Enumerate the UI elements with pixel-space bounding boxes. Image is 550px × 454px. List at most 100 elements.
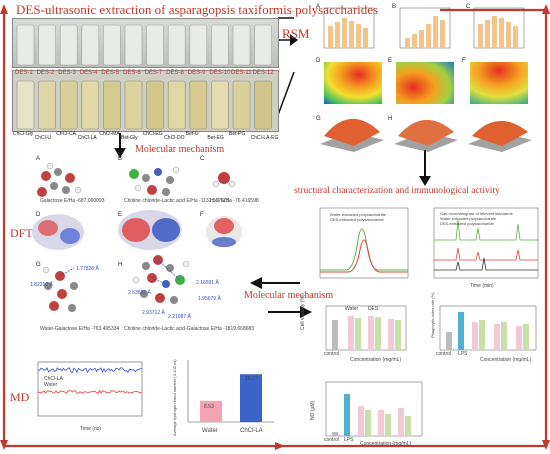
des-vial <box>167 80 186 130</box>
solvent-label: ChCl-CA <box>56 131 76 137</box>
des-label: DES-1 <box>15 70 33 76</box>
des-vials <box>16 80 272 130</box>
hbond-ylabel: Average hydrogen bond number (0-100 ns) <box>172 359 177 436</box>
hbond-xlabel-water: Water <box>202 428 218 434</box>
dft-letter-d: D <box>36 212 41 218</box>
molecular-mechanism-label-mid: Molecular mechanism <box>244 290 334 301</box>
clear-vial <box>211 24 229 66</box>
caption-galactose: Galactose E/Ha -687.060093 <box>40 198 105 204</box>
phagocytic-bars <box>446 312 529 350</box>
solvent-label: ChCl-U <box>34 135 51 141</box>
rsm-letter-e: E <box>388 58 393 64</box>
rsm-heatmap-f <box>470 62 528 104</box>
des-label: DES-7 <box>144 70 163 76</box>
clear-vial <box>38 24 56 66</box>
rsm-heatmap-e <box>396 62 454 104</box>
md-legend-chcl: ChCl-LA <box>44 376 63 382</box>
solvent-label-row: ChCl-Gly ChCl-U ChCl-CA ChCl-LA ChCl-MA Bet-G… <box>12 131 279 145</box>
viability-bars <box>332 316 401 350</box>
clear-vial <box>167 24 186 66</box>
des-vial <box>189 80 208 130</box>
water-molecule <box>212 172 236 188</box>
solvent-label: ChCl-LA-EG <box>250 135 279 141</box>
distance-b2: 2.16591 Å <box>196 280 219 286</box>
no-bars <box>332 394 411 436</box>
immuno-figure <box>325 305 537 437</box>
concentration-label-2: Concentration (mg/mL) <box>480 357 532 363</box>
rsm-letter-h: H <box>388 116 393 122</box>
distance-b5: 2.21087 Å <box>168 314 191 320</box>
des-vial <box>254 80 272 130</box>
molecular-mechanism-label-top: Molecular mechanism <box>135 144 225 155</box>
clear-vial <box>16 24 35 66</box>
distance-a1: 1.77828 Å <box>76 266 99 272</box>
chcl-la-molecule <box>129 166 180 196</box>
structural-label: structural characterization and immunolo… <box>294 186 500 196</box>
caption-water: H₂O E/Ha -76.416598 <box>210 198 259 204</box>
vial-photo-top <box>12 18 279 68</box>
label-control-1: control <box>324 351 340 357</box>
solvent-label: Bet-PG <box>229 131 246 137</box>
main-title: DES-ultrasonic extraction of asparagopsi… <box>16 2 379 17</box>
legend-water: Water <box>345 306 359 312</box>
des-vial <box>81 80 100 130</box>
solvent-label: ChCl-DO <box>164 135 185 141</box>
caption-water-galactose: Water-Galactose E/Ha -763.495334 <box>40 326 120 332</box>
label-control-2: control <box>436 351 452 357</box>
hbond-bar-chcl-la <box>240 374 262 422</box>
label-lps-1: LPS <box>458 351 468 357</box>
concentration-label-1: Concentration (mg/mL) <box>350 357 402 363</box>
clear-vial <box>59 24 78 66</box>
dft-letter-g: G <box>36 262 41 268</box>
md-label: MD <box>10 390 30 404</box>
des-vial <box>16 80 35 130</box>
solvent-label: Bet-U <box>185 131 199 137</box>
distance-b3: 1.95679 Å <box>198 296 221 302</box>
md-legend-water: Water <box>44 382 58 388</box>
rsm-letter-a: A <box>316 4 321 10</box>
dft-letter-f: F <box>200 212 204 218</box>
legend1-b: DES-extracted polysaccharide <box>330 217 384 222</box>
dft-letter-h: H <box>118 262 123 268</box>
des-label: DES-5 <box>101 70 120 76</box>
des-label: DES-10 <box>209 70 231 76</box>
rsm-letter-d: D <box>316 58 321 64</box>
clear-vial <box>232 24 251 66</box>
clear-vial <box>124 24 143 66</box>
galactose-molecule <box>37 162 82 197</box>
hbond-value-chcl: 19.27 <box>245 376 258 382</box>
hbond-bar-chart <box>187 360 274 423</box>
des-label: DES-8 <box>166 70 184 76</box>
dft-letter-a: A <box>36 156 41 162</box>
des-label: DES-2 <box>36 70 55 76</box>
clear-vial <box>103 24 121 66</box>
solvent-label: ChCl-EG <box>142 131 163 137</box>
vial-photo-bottom: DES-1 DES-2 DES-3 DES-4 DES-5 DES-6 DES-7 DES-8… <box>12 70 279 132</box>
legend2-c: DES-extracted polysaccharide <box>440 221 494 226</box>
clear-vial <box>81 24 100 66</box>
distance-a2: 1.82210 Å <box>30 282 53 288</box>
des-vial <box>146 80 164 130</box>
clear-vial <box>189 24 208 66</box>
hbond-value-water: 8.53 <box>204 404 214 410</box>
md-xlabel: Time (ns) <box>80 426 101 432</box>
rsm-surfaces <box>320 118 532 152</box>
caption-chcl-la: Choline chloride-Lactic acid E/Ha -1132.… <box>124 198 230 204</box>
rsm-label: RSM <box>282 26 310 41</box>
des-label: DES-6 <box>123 70 141 76</box>
rsm-letter-b: B <box>392 4 397 10</box>
des-label: DES-12 <box>252 70 274 76</box>
dft-label: DFT <box>10 226 33 240</box>
chromatogram-figure <box>319 207 539 279</box>
des-label: DES-4 <box>79 70 98 76</box>
solvent-label: Bet-Gly <box>121 135 138 141</box>
solvent-label: ChCl-MA <box>99 131 120 137</box>
rsm-bar-charts <box>323 7 525 49</box>
md-plot <box>37 361 143 417</box>
legend1-a: Water-extracted polysaccharide <box>330 212 387 217</box>
distance-b4: 2.93712 Å <box>142 310 165 316</box>
rsm-letter-g: G <box>316 116 321 122</box>
dft-letter-e: E <box>118 212 123 218</box>
des-label: DES-11 <box>231 70 252 76</box>
